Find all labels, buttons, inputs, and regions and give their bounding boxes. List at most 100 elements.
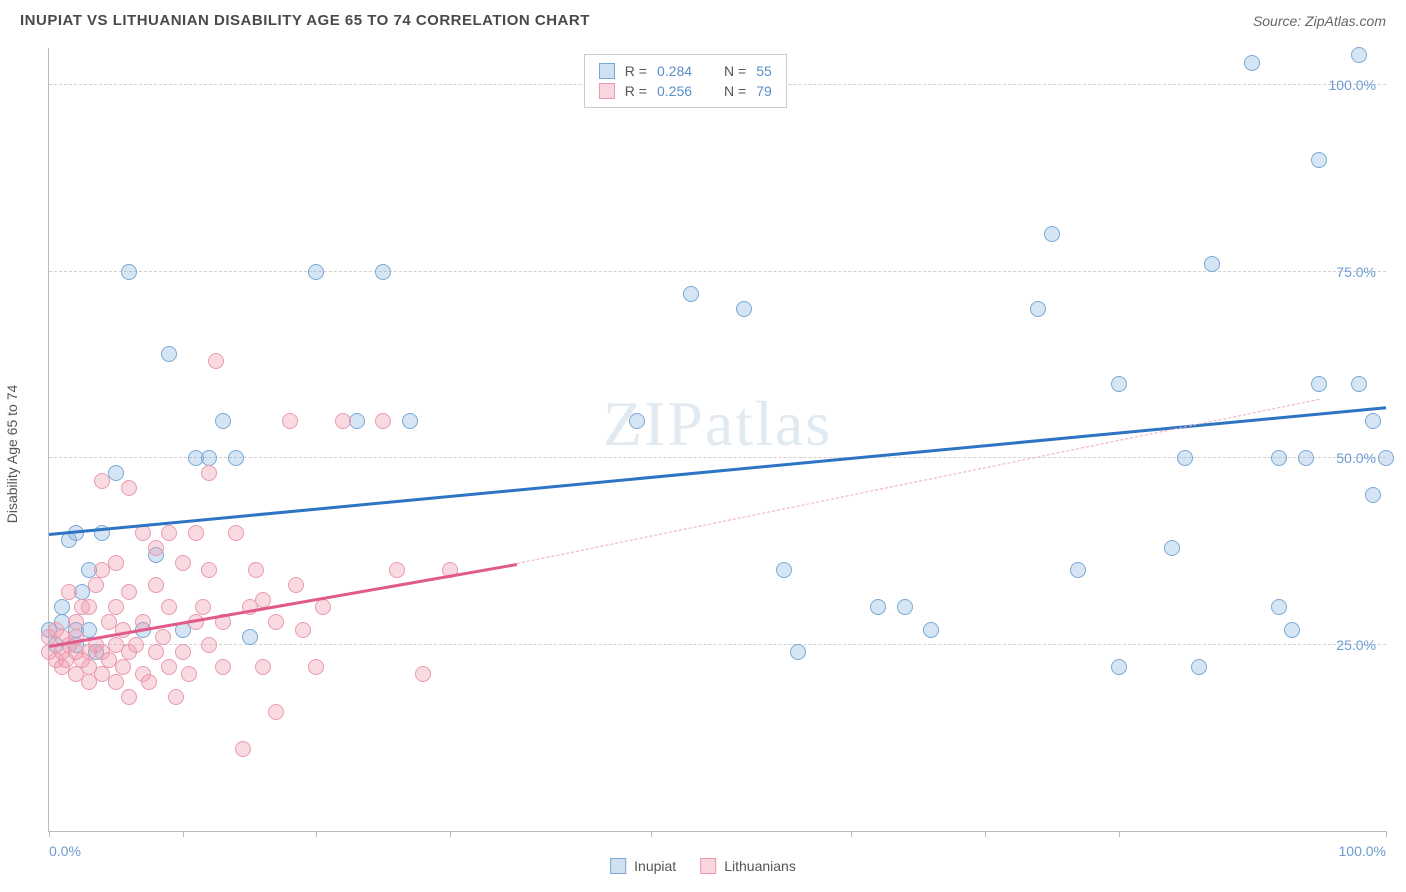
data-point	[1044, 226, 1060, 242]
data-point	[1271, 450, 1287, 466]
data-point	[181, 666, 197, 682]
data-point	[121, 689, 137, 705]
x-tick-label: 100.0%	[1339, 843, 1386, 859]
legend-series-item: Lithuanians	[700, 858, 796, 874]
gridline	[49, 271, 1386, 272]
data-point	[1365, 413, 1381, 429]
data-point	[121, 264, 137, 280]
data-point	[208, 353, 224, 369]
data-point	[161, 346, 177, 362]
data-point	[168, 689, 184, 705]
data-point	[1111, 659, 1127, 675]
data-point	[268, 704, 284, 720]
data-point	[1378, 450, 1394, 466]
y-tick-label: 50.0%	[1336, 450, 1376, 466]
x-tick	[851, 831, 852, 837]
data-point	[683, 286, 699, 302]
data-point	[94, 473, 110, 489]
data-point	[1284, 622, 1300, 638]
x-tick-label: 0.0%	[49, 843, 81, 859]
data-point	[870, 599, 886, 615]
legend-series: Inupiat Lithuanians	[610, 858, 796, 874]
legend-swatch	[599, 63, 615, 79]
data-point	[128, 637, 144, 653]
x-tick	[450, 831, 451, 837]
data-point	[195, 599, 211, 615]
chart-title: INUPIAT VS LITHUANIAN DISABILITY AGE 65 …	[20, 12, 590, 29]
data-point	[1164, 540, 1180, 556]
data-point	[175, 555, 191, 571]
data-point	[389, 562, 405, 578]
legend-swatch	[610, 858, 626, 874]
legend-n-label: N =	[724, 83, 746, 99]
data-point	[1311, 376, 1327, 392]
legend-n-label: N =	[724, 63, 746, 79]
data-point	[215, 659, 231, 675]
legend-swatch	[599, 83, 615, 99]
data-point	[1204, 256, 1220, 272]
data-point	[1271, 599, 1287, 615]
data-point	[215, 413, 231, 429]
legend-series-item: Inupiat	[610, 858, 676, 874]
data-point	[201, 562, 217, 578]
data-point	[736, 301, 752, 317]
data-point	[121, 584, 137, 600]
x-tick	[1119, 831, 1120, 837]
data-point	[201, 465, 217, 481]
data-point	[288, 577, 304, 593]
data-point	[1177, 450, 1193, 466]
legend-series-label: Inupiat	[634, 858, 676, 874]
data-point	[415, 666, 431, 682]
data-point	[255, 659, 271, 675]
data-point	[282, 413, 298, 429]
data-point	[335, 413, 351, 429]
data-point	[188, 525, 204, 541]
data-point	[629, 413, 645, 429]
data-point	[1111, 376, 1127, 392]
y-tick-label: 25.0%	[1336, 637, 1376, 653]
data-point	[161, 659, 177, 675]
legend-r-value: 0.256	[657, 83, 692, 99]
x-tick	[985, 831, 986, 837]
data-point	[235, 741, 251, 757]
x-tick	[1386, 831, 1387, 837]
data-point	[308, 264, 324, 280]
data-point	[923, 622, 939, 638]
data-point	[54, 599, 70, 615]
data-point	[228, 450, 244, 466]
data-point	[115, 659, 131, 675]
x-tick	[183, 831, 184, 837]
data-point	[1244, 55, 1260, 71]
data-point	[148, 540, 164, 556]
x-tick	[651, 831, 652, 837]
data-point	[201, 450, 217, 466]
data-point	[1191, 659, 1207, 675]
legend-correlation: R =0.284N =55R =0.256N =79	[584, 54, 787, 108]
y-tick-label: 75.0%	[1336, 264, 1376, 280]
data-point	[776, 562, 792, 578]
data-point	[1351, 376, 1367, 392]
data-point	[1351, 47, 1367, 63]
data-point	[375, 413, 391, 429]
x-tick	[49, 831, 50, 837]
data-point	[61, 584, 77, 600]
data-point	[1070, 562, 1086, 578]
data-point	[1311, 152, 1327, 168]
data-point	[242, 629, 258, 645]
data-point	[155, 629, 171, 645]
data-point	[897, 599, 913, 615]
legend-r-label: R =	[625, 63, 647, 79]
data-point	[148, 644, 164, 660]
data-point	[148, 577, 164, 593]
legend-r-value: 0.284	[657, 63, 692, 79]
data-point	[402, 413, 418, 429]
y-axis-label: Disability Age 65 to 74	[4, 385, 20, 524]
data-point	[88, 577, 104, 593]
data-point	[121, 480, 137, 496]
legend-r-label: R =	[625, 83, 647, 99]
source-label: Source: ZipAtlas.com	[1253, 13, 1386, 29]
data-point	[315, 599, 331, 615]
data-point	[1298, 450, 1314, 466]
data-point	[141, 674, 157, 690]
data-point	[68, 614, 84, 630]
